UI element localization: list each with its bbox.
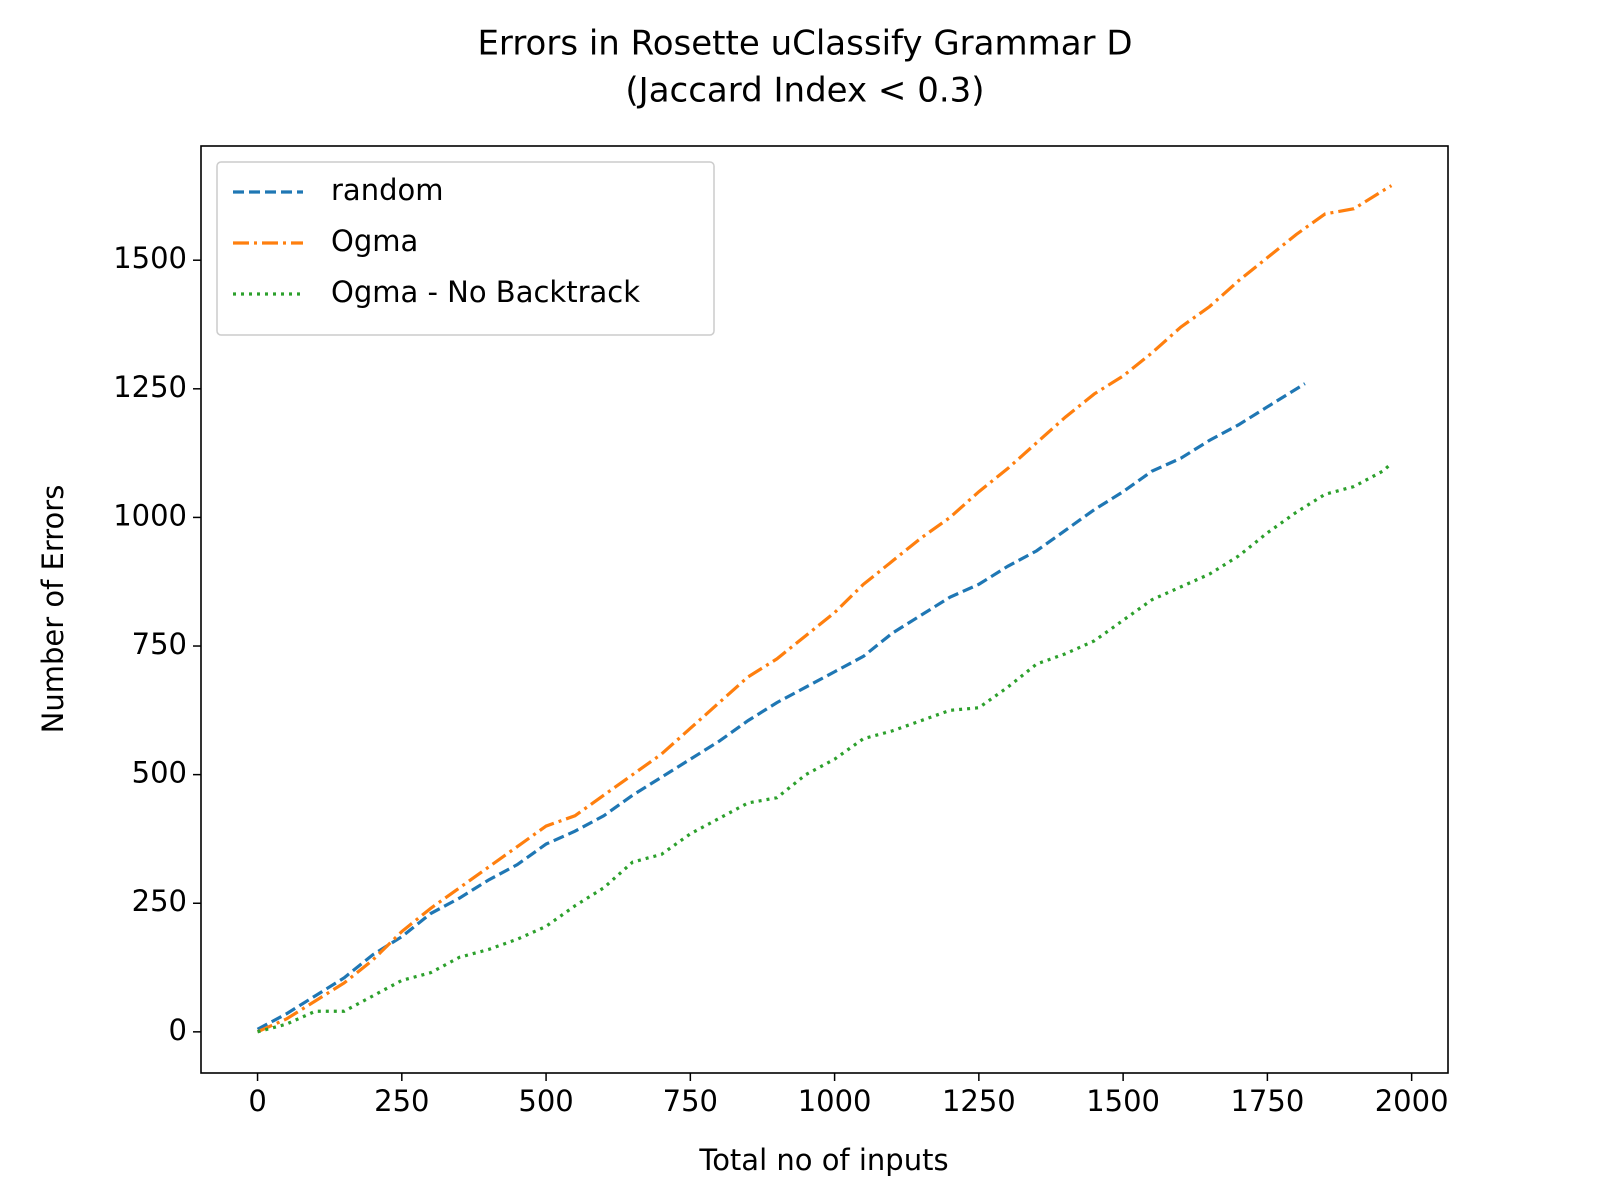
y-tick-label: 500	[132, 756, 187, 790]
legend-label: Ogma - No Backtrack	[331, 275, 640, 309]
x-tick-label: 1500	[1086, 1084, 1160, 1118]
x-tick-label: 1000	[798, 1084, 872, 1118]
y-axis-label: Number of Errors	[36, 485, 70, 734]
legend-label: Ogma	[331, 224, 418, 258]
y-tick-label: 750	[132, 627, 187, 661]
x-tick-label: 750	[663, 1084, 718, 1118]
chart-subtitle: (Jaccard Index < 0.3)	[625, 71, 984, 111]
x-tick-label: 0	[248, 1084, 266, 1118]
x-tick-label: 500	[518, 1084, 573, 1118]
y-tick-label: 1000	[113, 498, 187, 532]
series-line	[256, 184, 1393, 1034]
series-line	[256, 382, 1306, 1031]
legend-box	[216, 161, 715, 336]
chart-title: Errors in Rosette uClassify Grammar D	[477, 24, 1132, 64]
x-tick-label: 1750	[1230, 1084, 1304, 1118]
y-tick-label: 0	[169, 1013, 187, 1047]
y-tick-label: 1500	[113, 241, 187, 275]
x-tick-label: 1250	[942, 1084, 1016, 1118]
legend-label: random	[331, 173, 443, 207]
x-tick-label: 2000	[1375, 1084, 1449, 1118]
x-tick-label: 250	[374, 1084, 429, 1118]
x-axis-label: Total no of inputs	[698, 1143, 948, 1177]
plot-frame	[200, 145, 1449, 1074]
y-tick-label: 250	[132, 884, 187, 918]
series-line	[257, 462, 1393, 1034]
y-tick-label: 1250	[113, 370, 187, 404]
